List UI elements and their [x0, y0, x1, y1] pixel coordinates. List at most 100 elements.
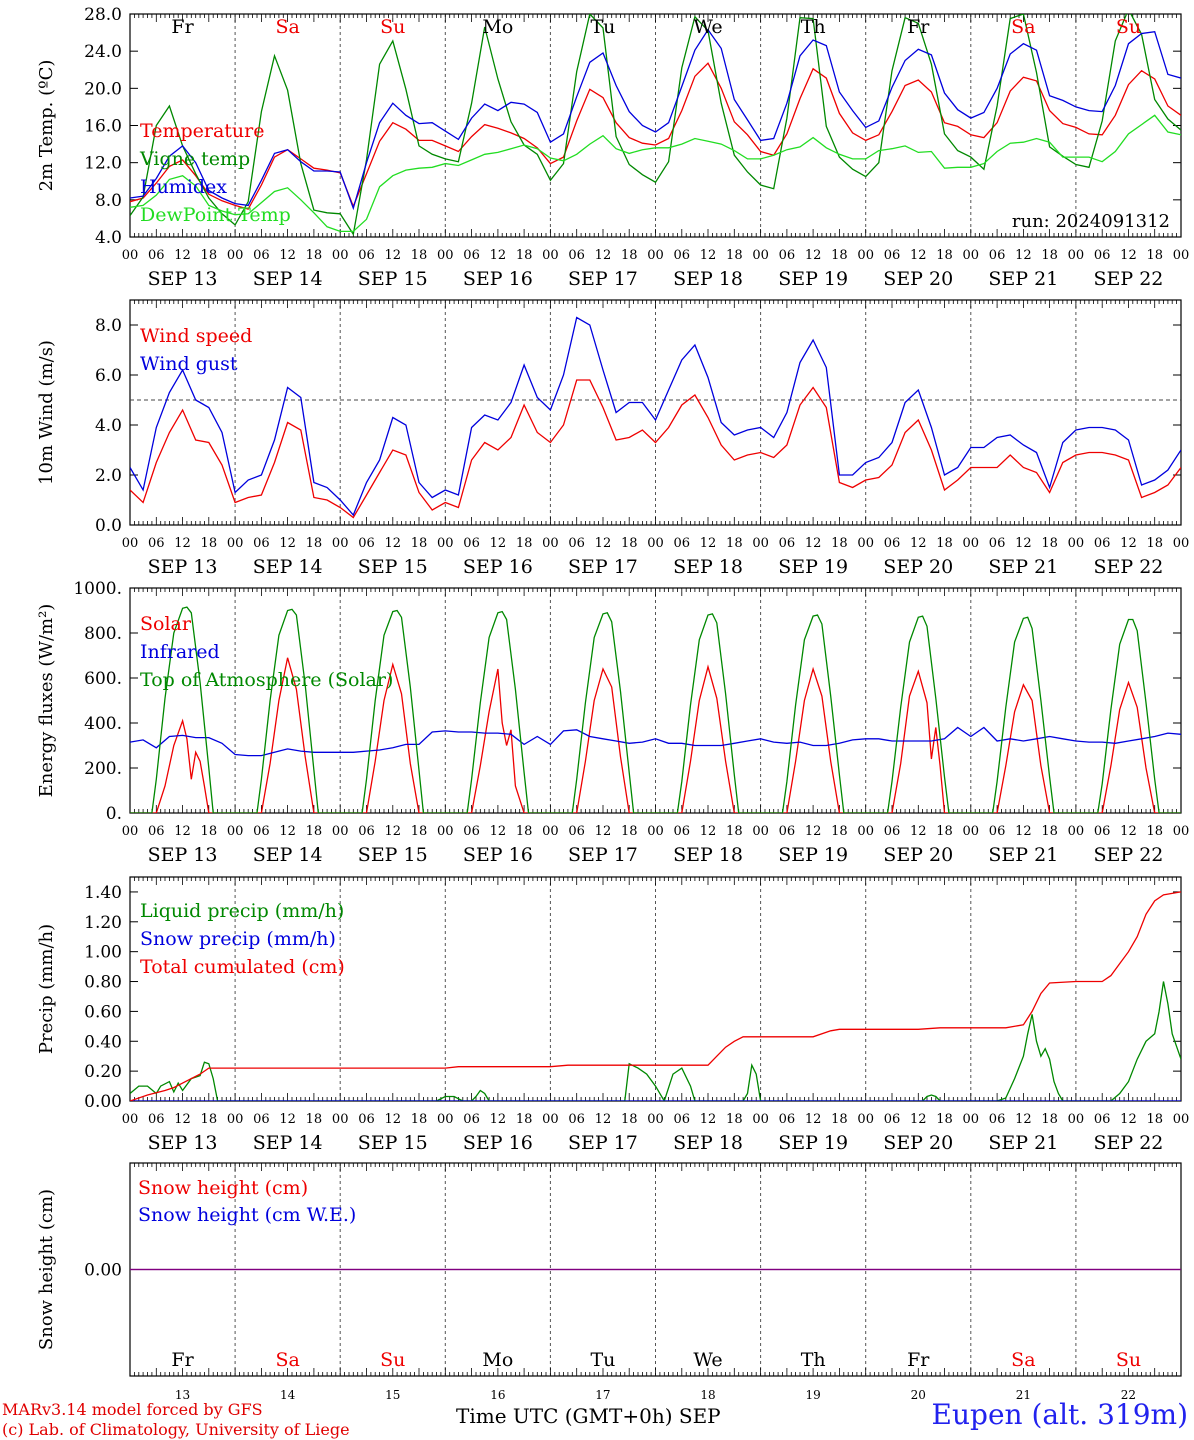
- hour-tick-label: 12: [174, 536, 191, 551]
- hour-tick-label: 12: [1120, 248, 1137, 263]
- hour-tick-label: 18: [621, 824, 638, 839]
- hour-tick-label: 12: [910, 248, 927, 263]
- y-axis-label: 10m Wind (m/s): [36, 340, 57, 485]
- hour-tick-label: 18: [726, 1112, 743, 1127]
- hour-tick-label: 00: [122, 248, 139, 263]
- hour-tick-label: 06: [253, 1112, 270, 1127]
- y-tick-label: 4.0: [95, 228, 122, 248]
- hour-tick-label: 12: [805, 248, 822, 263]
- hour-tick-label: 18: [411, 1112, 428, 1127]
- hour-tick-label: 06: [463, 248, 480, 263]
- hour-tick-label: 12: [910, 1112, 927, 1127]
- date-label: SEP 20: [883, 844, 953, 866]
- y-axis-label: Precip (mm/h): [36, 924, 57, 1054]
- date-label: SEP 14: [253, 844, 323, 866]
- date-label: SEP 22: [1094, 844, 1164, 866]
- hour-tick-label: 12: [700, 1112, 717, 1127]
- date-label: SEP 15: [358, 844, 428, 866]
- hour-tick-label: 06: [358, 248, 375, 263]
- station-label: Eupen (alt. 319m): [931, 1398, 1188, 1431]
- hour-tick-label: 00: [963, 1112, 980, 1127]
- hour-tick-label: 12: [384, 1112, 401, 1127]
- panel-frame: [129, 299, 1182, 526]
- hour-tick-label: 06: [463, 1112, 480, 1127]
- hour-tick-label: 18: [621, 1112, 638, 1127]
- run-label: run: 2024091312: [1012, 211, 1170, 232]
- y-tick-label: 6.0: [95, 366, 122, 386]
- y-axis-label: Energy fluxes (W/m²): [36, 604, 57, 798]
- date-label: SEP 19: [778, 268, 848, 290]
- legend-entry: Wind speed: [140, 325, 252, 347]
- hour-tick-label: 12: [174, 1112, 191, 1127]
- hour-tick-label: 06: [253, 824, 270, 839]
- y-tick-label: 0.0: [95, 516, 122, 536]
- hour-tick-label: 00: [332, 248, 349, 263]
- date-label: SEP 18: [673, 556, 743, 578]
- legend-entry: Snow precip (mm/h): [140, 928, 336, 950]
- hour-tick-label: 18: [411, 248, 428, 263]
- y-tick-label: 0.00: [84, 1261, 122, 1281]
- date-label: SEP 19: [778, 844, 848, 866]
- legend-entry: Snow height (cm): [138, 1177, 308, 1199]
- legend-entry: Vigne temp: [139, 148, 250, 170]
- hour-tick-label: 18: [516, 536, 533, 551]
- date-label: SEP 14: [253, 556, 323, 578]
- x-axis-title: Time UTC (GMT+0h) SEP: [456, 1404, 721, 1428]
- panel-4: [129, 876, 1182, 1102]
- date-label: SEP 14: [253, 1132, 323, 1154]
- hour-tick-label: 18: [306, 536, 323, 551]
- legend-entry: Humidex: [140, 176, 227, 198]
- legend-entry: DewPoint Temp: [140, 204, 291, 226]
- hour-tick-label: 00: [1068, 536, 1085, 551]
- hour-tick-label: 00: [752, 536, 769, 551]
- y-tick-label: 4.0: [95, 416, 122, 436]
- hour-tick-label: 18: [1041, 824, 1058, 839]
- y-tick-label: 1.20: [84, 913, 122, 933]
- hour-tick-label: 12: [490, 1112, 507, 1127]
- hour-tick-label: 00: [122, 824, 139, 839]
- date-label: SEP 17: [568, 844, 638, 866]
- hour-tick-label: 18: [306, 248, 323, 263]
- weekday-label-bottom: Fr: [171, 1349, 194, 1371]
- hour-tick-label: 00: [857, 536, 874, 551]
- day-number-label: 13: [175, 1388, 190, 1402]
- hour-tick-label: 18: [1146, 1112, 1163, 1127]
- weekday-label-bottom: Su: [380, 1349, 405, 1371]
- hour-tick-label: 06: [989, 824, 1006, 839]
- date-label: SEP 18: [673, 1132, 743, 1154]
- legend-entry: Wind gust: [140, 353, 238, 375]
- weekday-label: Mo: [482, 16, 513, 38]
- hour-tick-label: 06: [674, 1112, 691, 1127]
- model-credit: MARv3.14 model forced by GFS: [2, 1400, 263, 1419]
- hour-tick-label: 00: [227, 536, 244, 551]
- y-tick-label: 8.0: [95, 191, 122, 211]
- weekday-label: Fr: [171, 16, 194, 38]
- date-label: SEP 15: [358, 1132, 428, 1154]
- y-tick-label: 0.00: [84, 1092, 122, 1112]
- hour-tick-label: 00: [542, 536, 559, 551]
- series-line-top-of-atmosphere-solar-: [130, 606, 1181, 813]
- date-label: SEP 21: [988, 844, 1058, 866]
- x-minor-ticks: [129, 14, 1182, 237]
- hour-tick-label: 00: [542, 1112, 559, 1127]
- hour-tick-label: 12: [1015, 536, 1032, 551]
- hour-tick-label: 12: [700, 248, 717, 263]
- hour-tick-label: 00: [647, 1112, 664, 1127]
- hour-tick-label: 18: [201, 536, 218, 551]
- hour-tick-label: 00: [1173, 536, 1190, 551]
- hour-tick-label: 18: [621, 248, 638, 263]
- hour-tick-label: 00: [752, 1112, 769, 1127]
- hour-tick-label: 12: [595, 536, 612, 551]
- hour-tick-label: 06: [463, 536, 480, 551]
- hour-tick-label: 06: [568, 536, 585, 551]
- x-minor-ticks: [129, 588, 1182, 813]
- hour-tick-label: 00: [437, 1112, 454, 1127]
- y-tick-label: 2.0: [95, 466, 122, 486]
- hour-tick-label: 06: [989, 248, 1006, 263]
- date-label: SEP 22: [1094, 556, 1164, 578]
- date-label: SEP 20: [883, 268, 953, 290]
- hour-tick-label: 18: [306, 824, 323, 839]
- hour-tick-label: 06: [148, 824, 165, 839]
- hour-tick-label: 12: [1015, 1112, 1032, 1127]
- series-line-infrared: [130, 726, 1181, 757]
